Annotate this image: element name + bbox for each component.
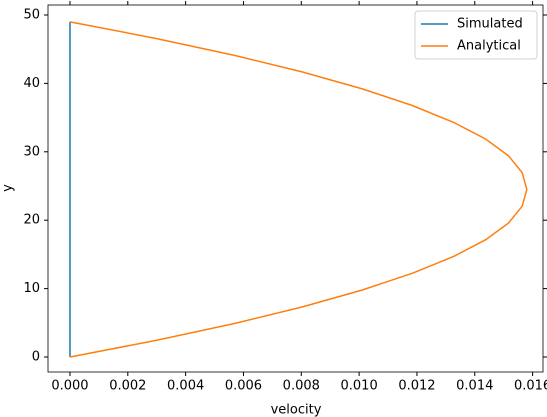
legend-box (414, 10, 538, 60)
x-tick-label: 0.006 (225, 379, 262, 394)
y-tick-label: 50 (23, 7, 40, 22)
y-axis-label: y (1, 184, 16, 192)
y-tick-label: 10 (23, 281, 40, 296)
x-tick-label: 0.012 (398, 379, 435, 394)
y-tick-label: 20 (23, 213, 40, 228)
x-tick-label: 0.008 (283, 379, 320, 394)
y-tick-label: 40 (23, 76, 40, 91)
plot-frame (47, 4, 544, 373)
x-tick-label: 0.016 (514, 379, 547, 394)
x-tick-label: 0.004 (167, 379, 204, 394)
x-tick-label: 0.000 (51, 379, 88, 394)
y-tick-label: 0 (32, 350, 40, 365)
legend-label: Analytical (457, 39, 521, 54)
x-axis-label: velocity (271, 403, 322, 417)
x-tick-label: 0.014 (456, 379, 493, 394)
series-line (69, 21, 528, 358)
x-tick-label: 0.002 (109, 379, 146, 394)
y-tick-label: 30 (23, 144, 40, 159)
x-tick-label: 0.010 (341, 379, 378, 394)
legend-label: Simulated (457, 17, 523, 32)
